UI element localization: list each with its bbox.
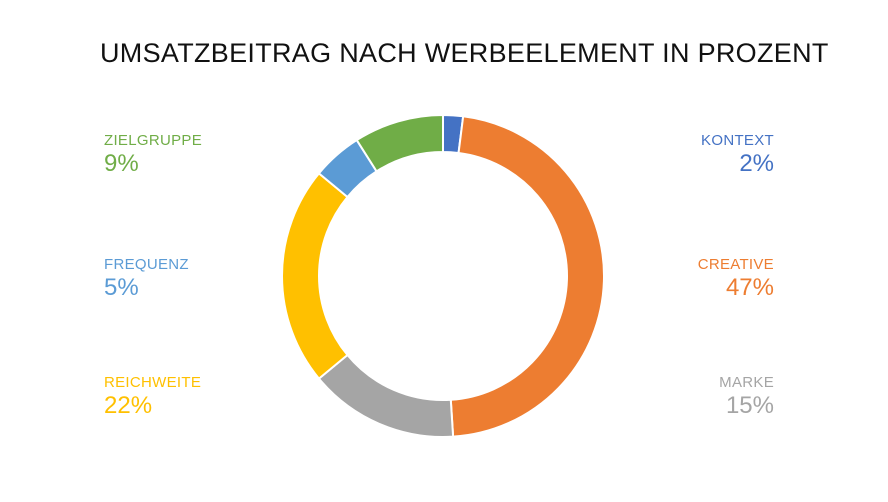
label-creative-value: 47%: [725, 274, 774, 301]
donut-slice-zielgruppe: [355, 113, 444, 173]
label-zielgruppe-name: ZIELGRUPPE: [104, 132, 203, 149]
label-marke-name: MARKE: [719, 374, 774, 391]
donut-slice-creative: [449, 115, 605, 438]
label-frequenz-value: 5%: [104, 274, 139, 301]
donut-slice-marke: [317, 353, 455, 438]
label-zielgruppe-value: 9%: [104, 150, 139, 177]
label-marke-value: 15%: [725, 392, 774, 419]
label-reichweite-name: REICHWEITE: [104, 374, 202, 391]
label-creative-name: CREATIVE: [697, 256, 774, 273]
label-kontext: KONTEXT 2%: [594, 132, 774, 178]
donut-slice-reichweite: [281, 171, 349, 381]
label-reichweite-value: 22%: [104, 392, 153, 419]
label-kontext-value: 2%: [739, 150, 774, 177]
label-marke: MARKE 15%: [594, 374, 774, 420]
chart-title: UMSATZBEITRAG NACH WERBEELEMENT IN PROZE…: [100, 38, 829, 68]
label-zielgruppe: ZIELGRUPPE 9%: [104, 132, 284, 178]
label-kontext-name: KONTEXT: [701, 132, 774, 149]
label-frequenz-name: FREQUENZ: [104, 256, 189, 273]
label-frequenz: FREQUENZ 5%: [104, 256, 284, 302]
label-creative: CREATIVE 47%: [594, 256, 774, 302]
label-reichweite: REICHWEITE 22%: [104, 374, 284, 420]
